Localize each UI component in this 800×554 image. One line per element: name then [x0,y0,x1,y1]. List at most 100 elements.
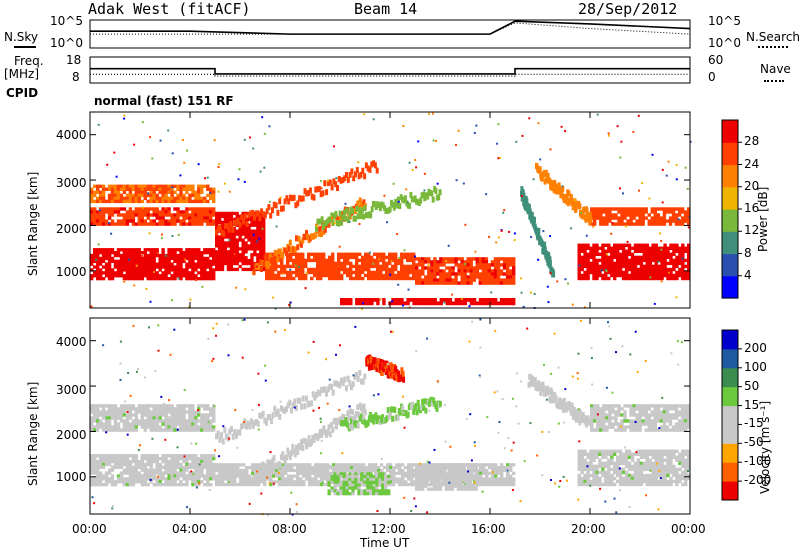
power-cell [149,253,153,258]
power-cell [116,251,121,255]
power-cell [131,251,136,255]
power-cell [633,255,638,260]
velocity-cell [155,413,159,417]
power-cell [343,301,347,306]
power-cell [137,199,141,204]
power-scatter-point [397,283,400,286]
power-scatter-point [482,278,485,281]
velocity-cell [377,477,381,481]
velocity-cell [429,472,434,476]
power-cell [663,255,667,260]
velocity-cell [155,483,159,487]
power-cell [101,190,106,194]
power-cell [122,248,127,252]
velocity-cell [203,404,207,408]
power-cell [618,270,623,275]
power-track-cell [522,192,526,199]
power-cell [403,273,407,278]
power-cell [675,246,679,250]
power-scatter-point [319,180,322,183]
power-cell [161,262,165,266]
power-cell [382,298,386,302]
velocity-cell [598,476,602,481]
power-cell [469,275,473,279]
velocity-cell [182,465,186,469]
power-cell [137,268,141,272]
velocity-cell [119,419,124,423]
velocity-cell [96,407,100,411]
power-cell [161,190,165,194]
velocity-cell [604,461,608,466]
power-cell [599,219,603,223]
velocity-cell [369,483,373,487]
velocity-cell [363,480,367,484]
power-scatter-point [600,269,603,272]
power-cell [660,273,664,278]
velocity-cell [98,422,103,426]
power-cell [98,190,103,194]
power-cell [337,270,341,275]
power-cell [173,256,177,261]
power-cell [641,213,645,217]
velocity-cell [128,474,133,478]
power-cell [684,258,688,263]
velocity-cell [374,463,378,467]
power-cell [367,267,371,272]
velocity-cell [302,474,306,478]
velocity-cell [497,466,501,470]
power-cell [292,276,296,281]
power-cell [191,251,195,255]
power-cell [484,269,489,273]
power-cell [137,213,141,217]
power-cell [451,266,455,270]
power-track-cell [565,194,569,201]
power-cell [176,268,180,272]
power-cell [388,261,392,266]
power-cell [610,261,614,266]
velocity-cell [236,471,240,475]
power-cell [656,216,661,220]
velocity-cell [194,422,198,426]
power-scatter-point [316,225,319,228]
power-cell [627,264,632,269]
velocity-cell [342,489,346,493]
power-cell [149,259,153,263]
velocity-cell [131,425,136,429]
power-scatter-point [348,220,351,223]
power-cell [194,210,198,214]
power-cell [657,255,661,260]
power-cell [433,275,437,279]
power-cell [182,251,186,255]
power-cell [161,210,165,214]
power-cell [687,255,691,260]
power-cell [277,273,281,278]
power-cell [137,277,141,281]
power-track-cell [321,223,325,230]
velocity-cell [197,483,201,487]
power-cell [107,265,112,269]
velocity-cell [601,452,605,456]
velocity-cell [351,472,355,476]
power-cell [158,274,162,278]
power-track-cell [310,193,314,200]
power-cell [424,281,428,285]
power-scatter-point [560,125,563,128]
velocity-cell [146,474,150,478]
velocity-cell [450,484,455,488]
velocity-cell [167,419,171,423]
power-cell [152,207,156,211]
power-cell [613,267,617,272]
velocity-cell [146,425,150,429]
power-track-cell [544,169,548,176]
velocity-cell [194,483,198,487]
power-cell [104,251,109,255]
velocity-cell [311,483,315,487]
velocity-cell [595,467,599,472]
power-cell [110,207,115,211]
power-cell [253,229,257,233]
velocity-cell [218,480,222,484]
velocity-cell [197,477,201,481]
date-title: 28/Sep/2012 [578,0,678,18]
velocity-cell [287,480,291,484]
power-cell [505,263,510,267]
